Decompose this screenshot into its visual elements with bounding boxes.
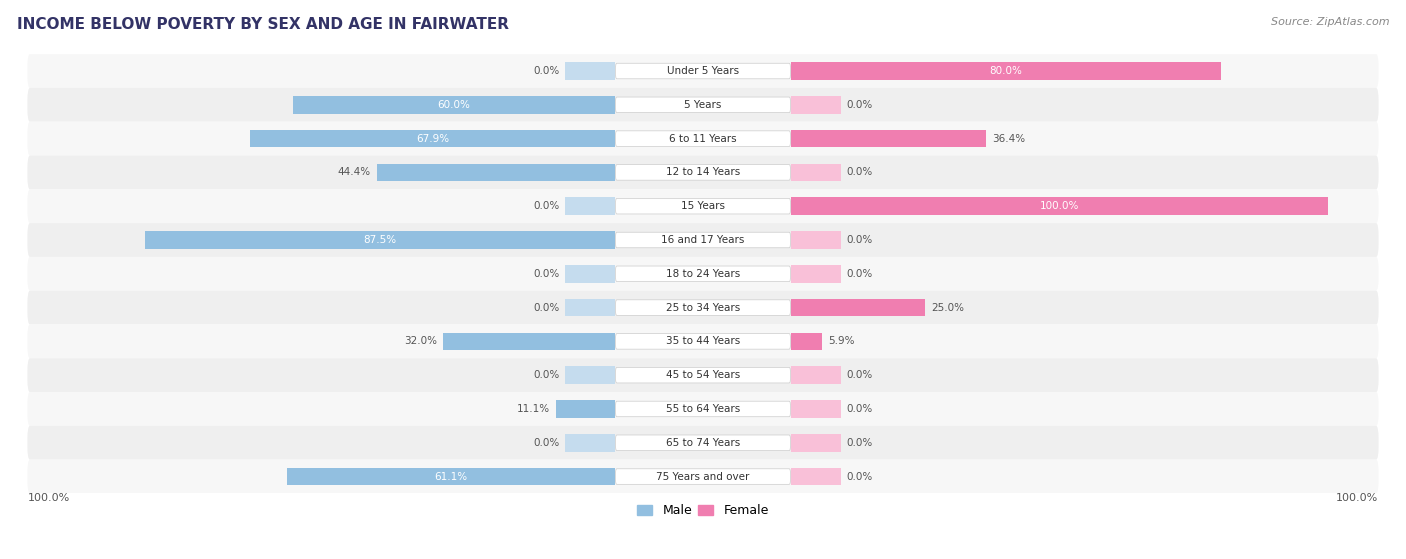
Text: 0.0%: 0.0% bbox=[533, 370, 560, 380]
FancyBboxPatch shape bbox=[616, 97, 790, 112]
Text: 67.9%: 67.9% bbox=[416, 134, 450, 144]
Text: 0.0%: 0.0% bbox=[846, 100, 873, 110]
FancyBboxPatch shape bbox=[27, 291, 1379, 324]
Text: 6 to 11 Years: 6 to 11 Years bbox=[669, 134, 737, 144]
Text: 44.4%: 44.4% bbox=[337, 167, 370, 177]
Bar bbox=[250, 130, 616, 148]
Bar bbox=[443, 333, 616, 350]
Bar bbox=[565, 366, 616, 384]
Text: 0.0%: 0.0% bbox=[533, 302, 560, 312]
FancyBboxPatch shape bbox=[27, 54, 1379, 88]
Text: 18 to 24 Years: 18 to 24 Years bbox=[666, 269, 740, 279]
Text: 32.0%: 32.0% bbox=[404, 337, 437, 347]
Bar bbox=[287, 468, 616, 485]
Legend: Male, Female: Male, Female bbox=[633, 499, 773, 522]
Bar bbox=[565, 197, 616, 215]
FancyBboxPatch shape bbox=[616, 300, 790, 315]
Text: 0.0%: 0.0% bbox=[846, 370, 873, 380]
Text: 61.1%: 61.1% bbox=[434, 472, 468, 481]
Text: 0.0%: 0.0% bbox=[846, 438, 873, 448]
Text: 87.5%: 87.5% bbox=[364, 235, 396, 245]
FancyBboxPatch shape bbox=[27, 392, 1379, 426]
FancyBboxPatch shape bbox=[27, 190, 1379, 223]
Text: 100.0%: 100.0% bbox=[28, 494, 70, 504]
Text: 60.0%: 60.0% bbox=[437, 100, 471, 110]
Text: 0.0%: 0.0% bbox=[533, 201, 560, 211]
Text: 5.9%: 5.9% bbox=[828, 337, 855, 347]
Bar bbox=[565, 265, 616, 283]
Bar bbox=[790, 400, 841, 418]
Text: 11.1%: 11.1% bbox=[516, 404, 550, 414]
Bar bbox=[565, 299, 616, 316]
FancyBboxPatch shape bbox=[616, 401, 790, 417]
Text: 15 Years: 15 Years bbox=[681, 201, 725, 211]
Bar bbox=[790, 434, 841, 452]
FancyBboxPatch shape bbox=[616, 334, 790, 349]
FancyBboxPatch shape bbox=[616, 469, 790, 484]
Text: 0.0%: 0.0% bbox=[846, 404, 873, 414]
Bar bbox=[292, 96, 616, 113]
Text: 0.0%: 0.0% bbox=[846, 167, 873, 177]
Text: 0.0%: 0.0% bbox=[846, 235, 873, 245]
Bar bbox=[377, 164, 616, 181]
FancyBboxPatch shape bbox=[27, 122, 1379, 155]
Bar bbox=[145, 231, 616, 249]
FancyBboxPatch shape bbox=[27, 88, 1379, 122]
Text: 0.0%: 0.0% bbox=[846, 472, 873, 481]
Bar bbox=[790, 333, 823, 350]
Bar bbox=[790, 366, 841, 384]
FancyBboxPatch shape bbox=[616, 266, 790, 282]
Text: Source: ZipAtlas.com: Source: ZipAtlas.com bbox=[1271, 17, 1389, 27]
Text: 0.0%: 0.0% bbox=[533, 66, 560, 76]
Bar bbox=[790, 299, 925, 316]
Text: INCOME BELOW POVERTY BY SEX AND AGE IN FAIRWATER: INCOME BELOW POVERTY BY SEX AND AGE IN F… bbox=[17, 17, 509, 32]
Text: Under 5 Years: Under 5 Years bbox=[666, 66, 740, 76]
Text: 80.0%: 80.0% bbox=[990, 66, 1022, 76]
Text: 25.0%: 25.0% bbox=[931, 302, 965, 312]
Text: 75 Years and over: 75 Years and over bbox=[657, 472, 749, 481]
FancyBboxPatch shape bbox=[27, 324, 1379, 358]
Text: 36.4%: 36.4% bbox=[993, 134, 1026, 144]
FancyBboxPatch shape bbox=[616, 131, 790, 146]
Bar bbox=[790, 96, 841, 113]
Text: 12 to 14 Years: 12 to 14 Years bbox=[666, 167, 740, 177]
FancyBboxPatch shape bbox=[27, 155, 1379, 190]
Bar bbox=[565, 62, 616, 80]
Text: 0.0%: 0.0% bbox=[533, 269, 560, 279]
Bar bbox=[790, 231, 841, 249]
Text: 65 to 74 Years: 65 to 74 Years bbox=[666, 438, 740, 448]
Bar bbox=[790, 62, 1220, 80]
FancyBboxPatch shape bbox=[27, 459, 1379, 494]
FancyBboxPatch shape bbox=[616, 198, 790, 214]
Bar bbox=[790, 197, 1329, 215]
FancyBboxPatch shape bbox=[616, 367, 790, 383]
FancyBboxPatch shape bbox=[27, 223, 1379, 257]
Text: 16 and 17 Years: 16 and 17 Years bbox=[661, 235, 745, 245]
Bar bbox=[565, 434, 616, 452]
Text: 0.0%: 0.0% bbox=[533, 438, 560, 448]
Bar bbox=[790, 265, 841, 283]
Bar bbox=[790, 130, 987, 148]
FancyBboxPatch shape bbox=[616, 232, 790, 248]
Bar bbox=[790, 164, 841, 181]
FancyBboxPatch shape bbox=[616, 435, 790, 451]
FancyBboxPatch shape bbox=[616, 63, 790, 79]
FancyBboxPatch shape bbox=[616, 165, 790, 180]
Text: 5 Years: 5 Years bbox=[685, 100, 721, 110]
FancyBboxPatch shape bbox=[27, 358, 1379, 392]
Bar bbox=[555, 400, 616, 418]
Text: 55 to 64 Years: 55 to 64 Years bbox=[666, 404, 740, 414]
Text: 25 to 34 Years: 25 to 34 Years bbox=[666, 302, 740, 312]
Text: 35 to 44 Years: 35 to 44 Years bbox=[666, 337, 740, 347]
Text: 45 to 54 Years: 45 to 54 Years bbox=[666, 370, 740, 380]
Text: 100.0%: 100.0% bbox=[1336, 494, 1378, 504]
Text: 100.0%: 100.0% bbox=[1040, 201, 1080, 211]
FancyBboxPatch shape bbox=[27, 426, 1379, 459]
Text: 0.0%: 0.0% bbox=[846, 269, 873, 279]
Bar bbox=[790, 468, 841, 485]
FancyBboxPatch shape bbox=[27, 257, 1379, 291]
